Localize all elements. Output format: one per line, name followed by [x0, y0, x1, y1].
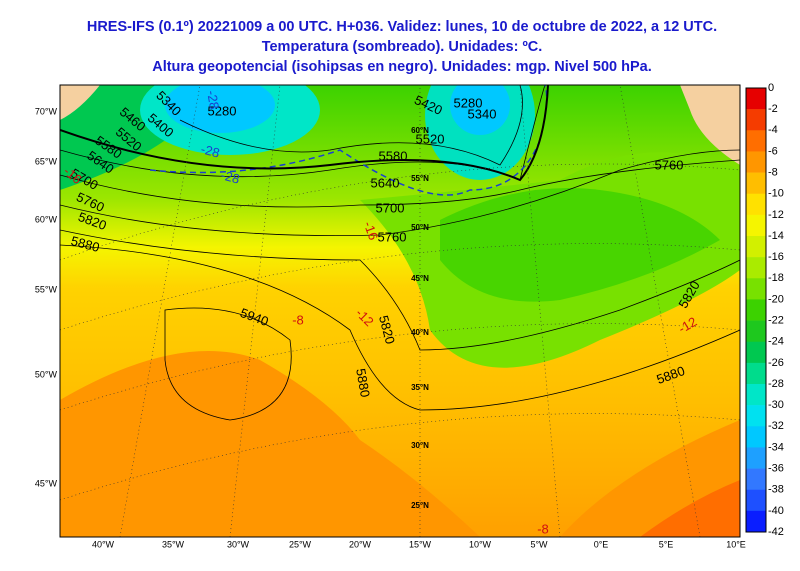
temp-label: -16: [361, 219, 382, 242]
lat-label: 45°N: [411, 274, 429, 283]
colorbar-label: -26: [768, 357, 784, 369]
lat-label: 55°N: [411, 174, 429, 183]
colorbar-swatch: [746, 320, 766, 343]
colorbar-label: -2: [768, 103, 778, 115]
cold-label: -28: [199, 141, 221, 160]
lon-label: 0°E: [594, 539, 609, 549]
temp-label: -8: [292, 312, 304, 327]
colorbar-swatch: [746, 214, 766, 237]
colorbar-swatch: [746, 278, 766, 300]
colorbar-swatch: [746, 151, 766, 173]
colorbar-swatch: [746, 193, 766, 216]
colorbar-label: 0: [768, 82, 774, 94]
colorbar-label: -38: [768, 484, 784, 496]
colorbar-label: -34: [768, 441, 784, 453]
lon-label: 25°W: [289, 539, 312, 549]
lat-label: 35°N: [411, 383, 429, 392]
header-line: HRES-IFS (0.1º) 20221009 a 00 UTC. H+036…: [87, 19, 717, 35]
temp-label: -8: [537, 521, 549, 536]
colorbar-label: -18: [768, 272, 784, 284]
colorbar-label: -42: [768, 526, 784, 538]
left-label: 55°W: [35, 284, 58, 294]
lon-label: 5°E: [659, 539, 674, 549]
colorbar-frame: [745, 87, 767, 533]
colorbar-label: -36: [768, 462, 784, 474]
colorbar-swatch: [746, 236, 766, 258]
colorbar-swatch: [746, 362, 766, 385]
lon-label: 35°W: [162, 539, 185, 549]
left-label: 70°W: [35, 106, 58, 116]
lon-label: 5°W: [530, 539, 548, 549]
contour-label: 5280: [208, 103, 237, 118]
colorbar-label: -30: [768, 399, 784, 411]
colorbar-swatch: [746, 426, 766, 448]
contour-label: 5820: [376, 314, 398, 346]
map-frame: [59, 84, 741, 538]
lat-label: 25°N: [411, 501, 429, 510]
contour-label: 5880: [69, 233, 101, 255]
colorbar-swatch: [746, 468, 766, 491]
lat-label: 30°N: [411, 441, 429, 450]
colorbar-label: -14: [768, 230, 784, 242]
colorbar-label: -16: [768, 251, 784, 263]
lat-label: 60°N: [411, 126, 429, 135]
left-label: 60°W: [35, 214, 58, 224]
colorbar-swatch: [746, 510, 766, 533]
left-label: 45°W: [35, 478, 58, 488]
colorbar-label: -10: [768, 188, 784, 200]
colorbar-swatch: [746, 257, 766, 279]
lon-label: 20°W: [349, 539, 372, 549]
lon-label: 40°W: [92, 539, 115, 549]
lon-label: 10°W: [469, 539, 492, 549]
header-line: Altura geopotencial (isohipsas en negro)…: [152, 59, 652, 75]
left-label: 65°W: [35, 156, 58, 166]
colorbar-label: -22: [768, 314, 784, 326]
lon-label: 30°W: [227, 539, 250, 549]
lon-label: 15°W: [409, 539, 432, 549]
contour-label: 5880: [353, 367, 373, 398]
contour-label: 5760: [378, 229, 407, 244]
map: 5280 5280 5340 5420 5520 5580 5640 5700 …: [60, 85, 740, 537]
colorbar-swatch: [746, 88, 766, 110]
colorbar-swatch: [746, 489, 766, 512]
colorbar-label: -32: [768, 420, 784, 432]
colorbar-swatch: [746, 109, 766, 131]
colorbar-label: -12: [768, 209, 784, 221]
colorbar-label: -28: [768, 378, 784, 390]
cold-label: -28: [204, 89, 222, 110]
contour-label: 5640: [371, 175, 400, 190]
colorbar-swatch: [746, 405, 766, 427]
lat-label: 40°N: [411, 328, 429, 337]
colorbar-swatch: [746, 172, 766, 195]
contour-label: 5760: [655, 157, 684, 172]
colorbar-swatch: [746, 384, 766, 406]
colorbar-swatch: [746, 130, 766, 152]
colorbar-label: -20: [768, 293, 784, 305]
header-line: Temperatura (sombreado). Unidades: ºC.: [262, 39, 543, 55]
contour-label: 5520: [416, 131, 445, 146]
colorbar-swatch: [746, 447, 766, 469]
colorbar-swatch: [746, 299, 766, 321]
colorbar-label: -24: [768, 336, 784, 348]
lat-label: 50°N: [411, 223, 429, 232]
left-label: 50°W: [35, 369, 58, 379]
colorbar-swatch: [746, 341, 766, 364]
colorbar-label: -4: [768, 124, 778, 136]
colorbar-label: -8: [768, 166, 778, 178]
colorbar-label: -6: [768, 145, 778, 157]
contour-label: 5280: [454, 95, 483, 110]
cold-label: -28: [219, 167, 241, 186]
contour-label: 5580: [379, 148, 408, 163]
contour-label: 5340: [468, 106, 497, 121]
contour-label: 5700: [376, 200, 405, 215]
colorbar-label: -40: [768, 505, 784, 517]
lon-label: 10°E: [726, 539, 746, 549]
